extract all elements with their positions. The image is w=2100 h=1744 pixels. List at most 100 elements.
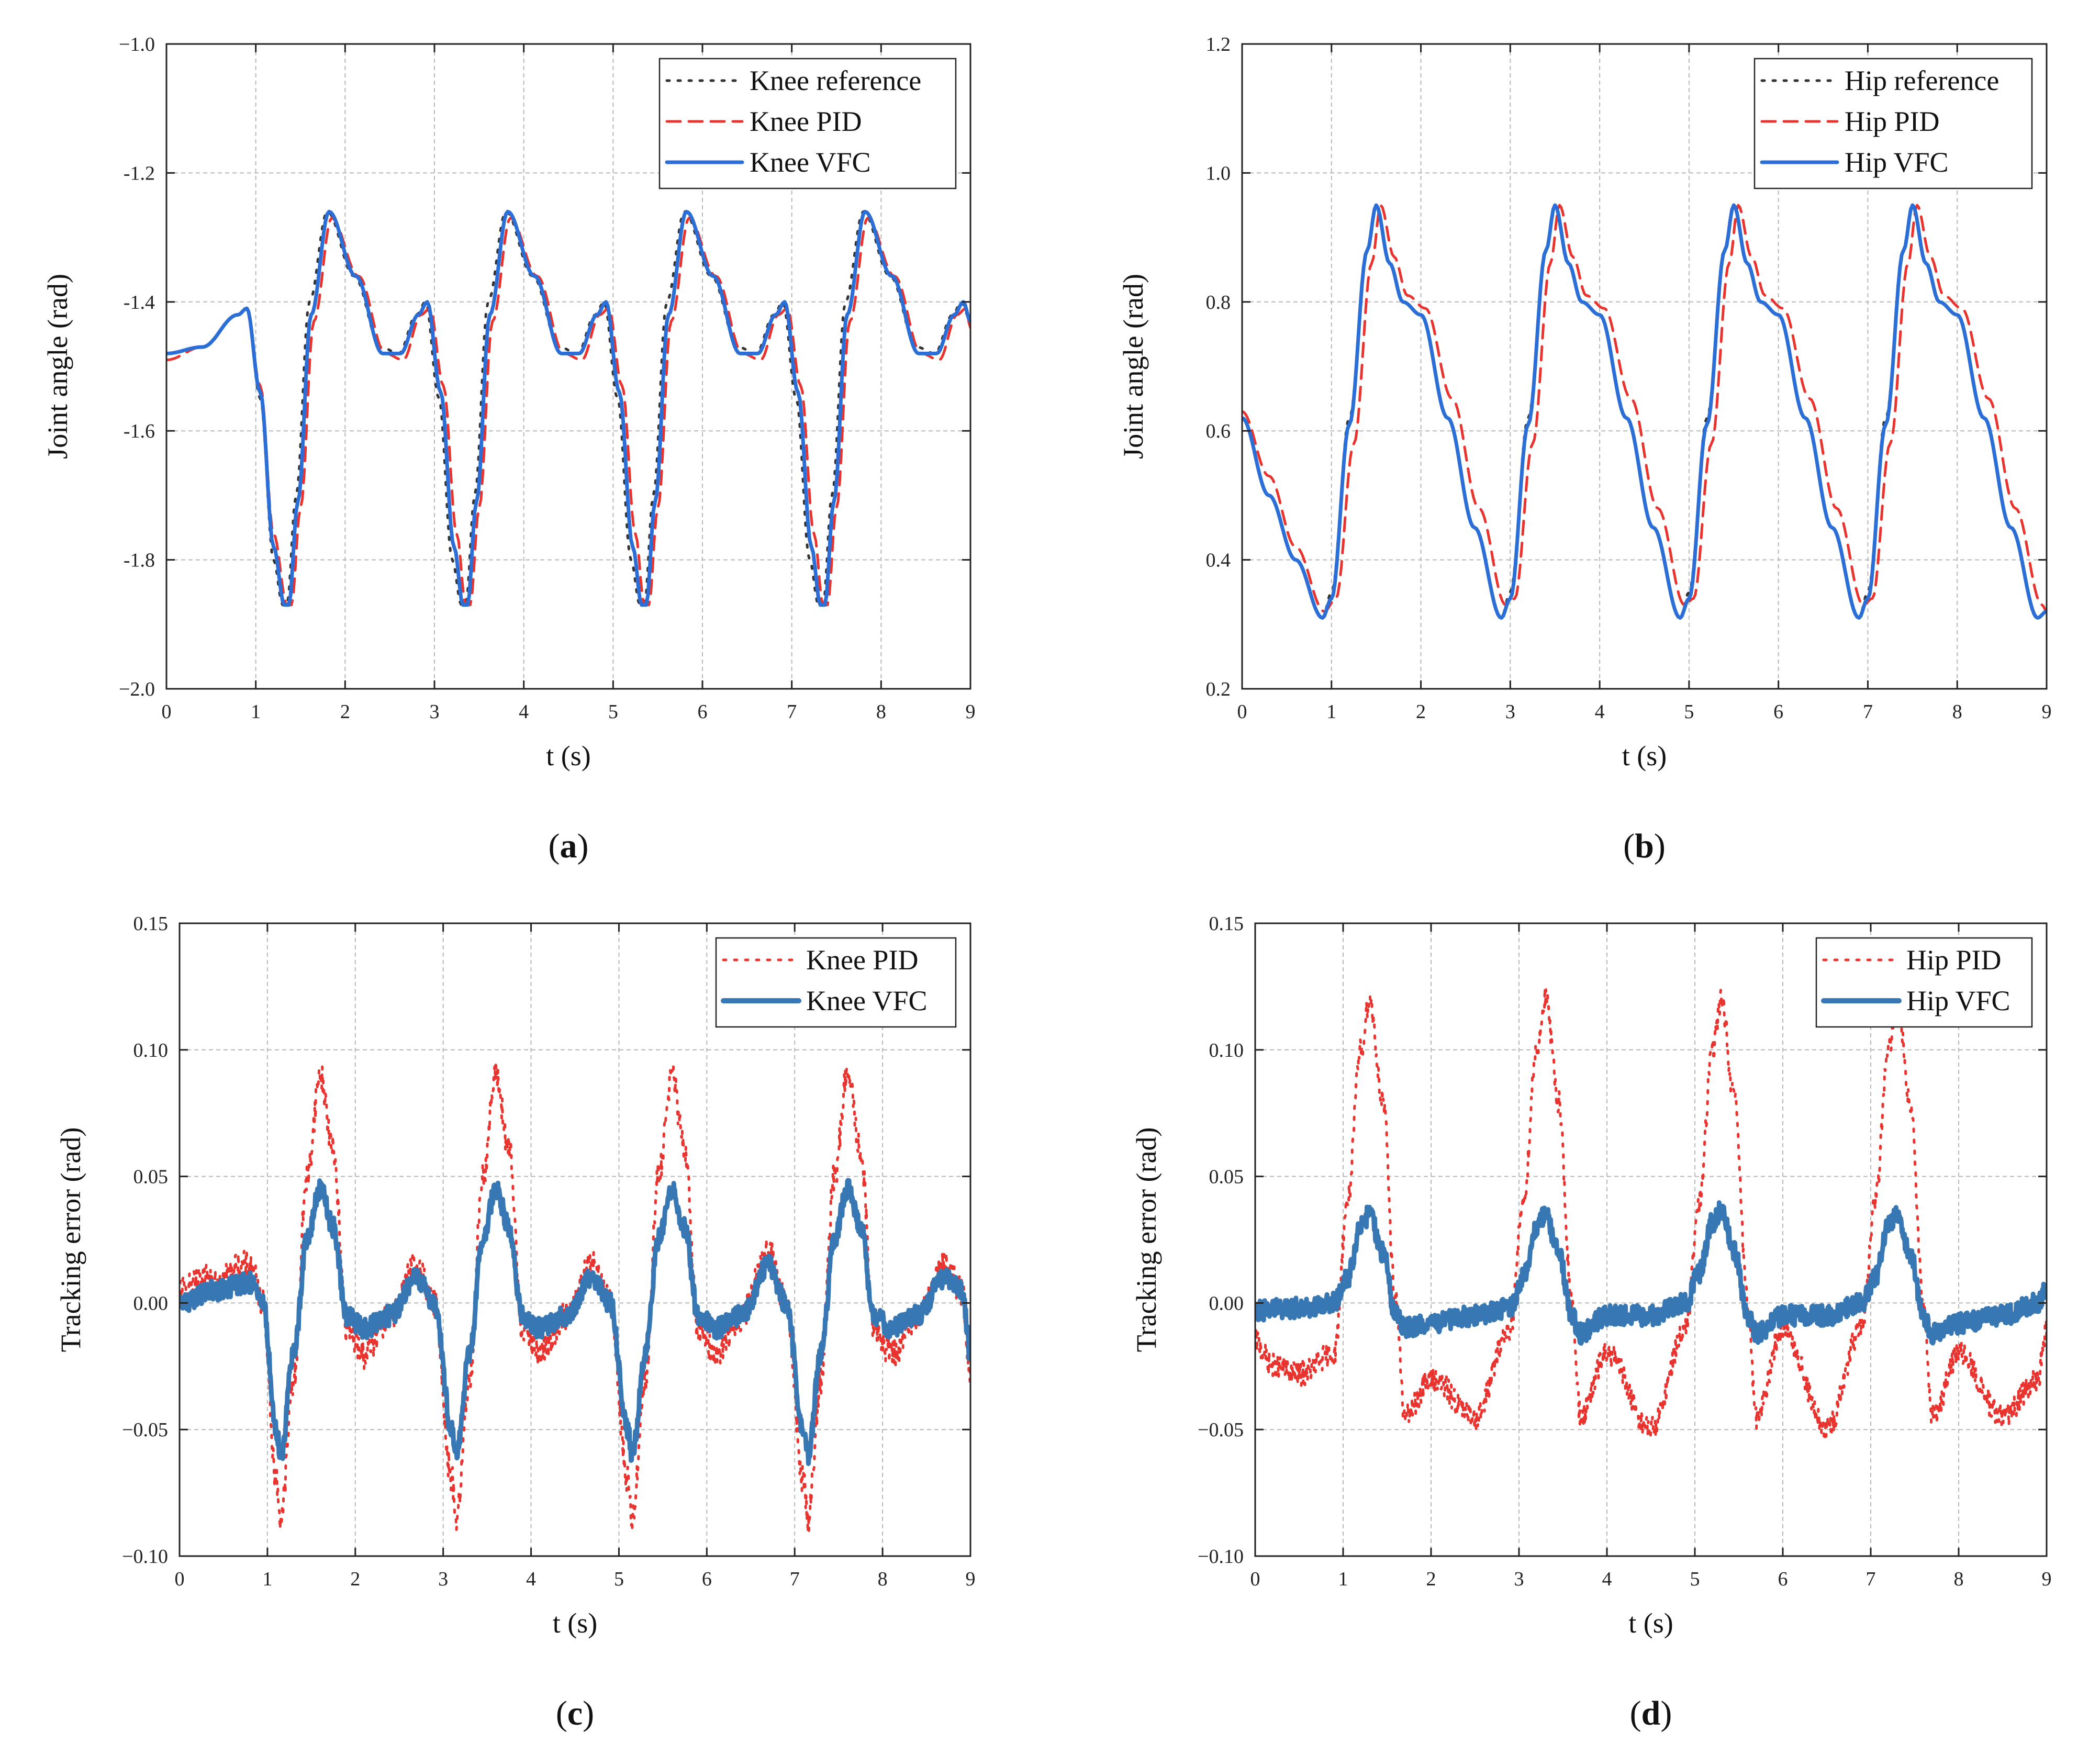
legend: Hip PID Hip VFC <box>1815 937 2033 1028</box>
x-tick-label: 8 <box>876 701 886 723</box>
plot-frame <box>1254 922 2048 1557</box>
panel-label-letter: d <box>1641 1694 1661 1732</box>
x-tick-label: 3 <box>1514 1568 1524 1590</box>
x-tick-label: 8 <box>1954 1568 1964 1590</box>
legend-label: Knee reference <box>750 65 921 96</box>
panel-label-letter: b <box>1635 827 1654 865</box>
y-tick-label: −0.10 <box>1198 1546 1244 1568</box>
legend-box <box>1815 937 2033 1028</box>
x-tick-label: 2 <box>350 1568 360 1590</box>
legend-box <box>1753 58 2033 189</box>
y-tick-label: 1.2 <box>1206 33 1231 55</box>
x-tick-label: 1 <box>262 1568 272 1590</box>
series-knee-vfc <box>166 209 970 607</box>
panel-d: 0 1 2 3 4 5 6 7 8 9 −0.10 −0.05 0.00 0.05 0.10 0.15 t (s… <box>1131 913 2052 1732</box>
x-tick-label: 3 <box>438 1568 448 1590</box>
x-tick-label: 7 <box>1866 1568 1876 1590</box>
panel-b: 0 1 2 3 4 5 6 7 8 9 0.2 0.4 0.6 0.8 1.0 1.2 t (s) Joint a… <box>1118 33 2052 865</box>
x-axis-label: t (s) <box>553 1607 597 1639</box>
x-tick-label: 9 <box>2042 1568 2052 1590</box>
y-tick-label: −0.05 <box>1198 1419 1244 1441</box>
y-tick-label: -1.8 <box>124 550 155 572</box>
y-tick-label: 0.10 <box>1209 1039 1244 1061</box>
x-tick-label: 0 <box>162 701 172 723</box>
x-tick-label: 1 <box>251 701 261 723</box>
plot-frame <box>165 43 971 690</box>
panel-label-open: ( <box>1630 1694 1641 1732</box>
panel-label: (c) <box>556 1694 594 1732</box>
panel-label-close: ) <box>1660 1694 1672 1732</box>
panel-label-letter: c <box>567 1694 583 1732</box>
x-tick-label: 3 <box>430 701 440 723</box>
x-tick-label: 1 <box>1326 701 1336 723</box>
legend-label: Hip VFC <box>1845 147 1949 178</box>
x-tick-label: 2 <box>340 701 350 723</box>
y-axis-label: Tracking error (rad) <box>55 1127 86 1352</box>
x-tick-label: 9 <box>2042 701 2052 723</box>
legend-label: Knee VFC <box>750 147 871 178</box>
plot-area <box>1255 923 2047 1556</box>
panel-label: (b) <box>1623 827 1666 865</box>
x-tick-label: 4 <box>526 1568 536 1590</box>
legend-label: Hip PID <box>1906 944 2002 976</box>
series-hip-vfc <box>1242 203 2047 620</box>
x-tick-label: 5 <box>1684 701 1694 723</box>
series-hip-pid <box>1255 987 2047 1441</box>
y-tick-label: -1.4 <box>124 292 155 314</box>
series-group <box>1242 203 2047 620</box>
y-tick-label: 0.05 <box>1209 1166 1244 1188</box>
y-tick-label: 0.15 <box>1209 913 1244 935</box>
y-tick-label: 0.8 <box>1206 292 1231 314</box>
panel-label-close: ) <box>577 827 589 865</box>
x-tick-label: 2 <box>1416 701 1426 723</box>
plot-frame <box>1241 43 2048 690</box>
x-tick-label: 0 <box>1237 701 1247 723</box>
legend-box <box>715 937 957 1028</box>
y-tick-label: 0.6 <box>1206 420 1231 442</box>
y-axis-label: Joint angle (rad) <box>1118 274 1149 459</box>
y-axis-label: Joint angle (rad) <box>42 274 73 459</box>
legend: Knee reference Knee PID Knee VFC <box>658 58 957 189</box>
legend: Knee PID Knee VFC <box>715 937 957 1028</box>
x-tick-label: 3 <box>1505 701 1515 723</box>
x-axis-label: t (s) <box>546 740 590 772</box>
x-tick-label: 6 <box>1778 1568 1788 1590</box>
series-knee-reference <box>166 210 970 607</box>
series-hip-vfc <box>1255 1200 2047 1346</box>
y-tick-label: 0.4 <box>1206 550 1231 572</box>
legend-label: Knee PID <box>806 944 918 976</box>
legend-label: Knee VFC <box>806 985 928 1016</box>
series-group <box>166 209 970 607</box>
panel-a: 0 1 2 3 4 5 6 7 8 9 −2.0 -1.8 -1.6 -1.4 -1.2 −1.0 t (s) J… <box>42 33 976 865</box>
series-group <box>180 1060 970 1534</box>
x-tick-label: 0 <box>175 1568 185 1590</box>
y-tick-label: 0.00 <box>1209 1292 1244 1314</box>
panel-label-letter: a <box>560 827 577 865</box>
x-tick-label: 5 <box>1690 1568 1700 1590</box>
y-tick-label: 1.0 <box>1206 162 1231 184</box>
panel-label-open: ( <box>1623 827 1635 865</box>
y-tick-label: 0.10 <box>133 1039 169 1061</box>
panel-label: (d) <box>1630 1694 1672 1732</box>
y-tick-label: -1.2 <box>124 162 155 184</box>
x-tick-label: 1 <box>1338 1568 1348 1590</box>
legend-label: Knee PID <box>750 106 862 137</box>
y-axis-label: Tracking error (rad) <box>1131 1127 1162 1352</box>
series-knee-vfc <box>180 1178 970 1466</box>
x-tick-label: 5 <box>608 701 618 723</box>
y-tick-label: 0.00 <box>133 1292 169 1314</box>
y-tick-label: 0.15 <box>133 913 169 935</box>
legend-box <box>658 58 957 189</box>
series-hip-pid <box>1242 204 2047 613</box>
y-tick-label: −0.05 <box>122 1419 168 1441</box>
y-tick-label: −0.10 <box>122 1546 168 1568</box>
x-tick-label: 6 <box>698 701 708 723</box>
y-tick-label: −1.0 <box>119 33 155 55</box>
x-tick-label: 9 <box>966 1568 976 1590</box>
x-axis-label: t (s) <box>1622 740 1667 772</box>
x-tick-label: 5 <box>614 1568 624 1590</box>
x-tick-label: 7 <box>790 1568 800 1590</box>
panel-label-close: ) <box>583 1694 594 1732</box>
panel-label: (a) <box>549 827 589 865</box>
